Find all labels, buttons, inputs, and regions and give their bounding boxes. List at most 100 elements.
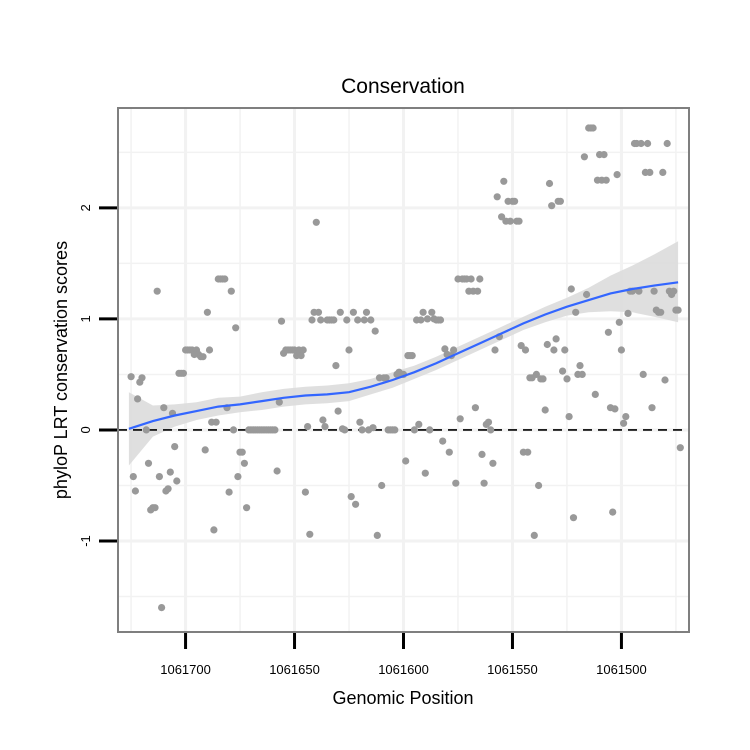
data-point — [240, 459, 248, 467]
data-point — [243, 504, 251, 512]
data-point — [273, 467, 281, 475]
y-tick-label: 2 — [78, 204, 93, 211]
data-point — [415, 420, 423, 428]
data-point — [410, 426, 418, 434]
chart-title: Conservation — [341, 75, 465, 98]
data-point — [556, 197, 565, 205]
data-point — [221, 275, 229, 283]
data-point — [271, 426, 279, 434]
data-point — [402, 457, 410, 465]
y-tick-label: 0 — [78, 426, 93, 433]
data-point — [644, 139, 652, 148]
data-point — [471, 404, 479, 412]
data-point — [131, 487, 139, 495]
data-point — [408, 352, 416, 360]
data-point — [541, 406, 549, 414]
data-point — [543, 340, 551, 349]
data-point — [439, 437, 447, 445]
data-point — [611, 405, 619, 413]
data-point — [609, 508, 617, 516]
data-point — [419, 308, 427, 316]
data-point — [613, 171, 621, 179]
data-point — [550, 346, 558, 354]
data-point — [421, 469, 429, 477]
data-point — [378, 481, 386, 490]
data-point — [127, 373, 135, 381]
data-point — [604, 328, 613, 336]
data-point — [334, 407, 342, 415]
data-point — [129, 473, 137, 481]
data-point — [521, 346, 530, 354]
data-point — [173, 477, 181, 485]
data-point — [164, 485, 172, 493]
data-point — [648, 404, 656, 412]
data-point — [336, 308, 344, 316]
data-point — [467, 275, 475, 283]
data-point — [166, 468, 174, 476]
data-point — [343, 316, 351, 324]
data-point — [297, 352, 305, 360]
data-point — [203, 308, 211, 316]
data-point — [358, 426, 366, 434]
data-point — [615, 318, 623, 326]
data-point — [498, 213, 506, 221]
y-tick-label: 1 — [78, 315, 93, 322]
data-point — [171, 443, 179, 451]
data-point — [484, 418, 493, 426]
data-point — [452, 479, 460, 487]
data-point — [352, 500, 360, 508]
data-point — [591, 390, 599, 398]
data-point — [299, 346, 307, 354]
data-point — [306, 530, 314, 538]
data-point — [199, 353, 207, 361]
data-point — [545, 179, 554, 188]
data-point — [382, 374, 390, 382]
data-point — [572, 308, 580, 316]
data-point — [578, 370, 586, 378]
data-point — [565, 413, 573, 421]
data-point — [367, 316, 375, 324]
data-point — [229, 426, 238, 434]
y-axis-label: phyloP LRT conservation scores — [51, 241, 71, 499]
data-point — [580, 153, 589, 161]
data-point — [617, 346, 626, 354]
data-point — [524, 448, 532, 456]
data-point — [134, 395, 142, 403]
data-point — [155, 473, 163, 481]
data-point — [179, 369, 187, 377]
smooth-line-layer — [128, 281, 679, 430]
data-point — [600, 151, 608, 159]
data-point — [312, 218, 320, 226]
x-tick-label: 1061550 — [487, 662, 538, 677]
data-point — [347, 493, 355, 501]
data-point — [142, 426, 150, 434]
data-point — [304, 423, 312, 431]
data-point — [158, 604, 166, 612]
data-point — [144, 459, 153, 467]
data-point — [474, 287, 482, 295]
data-point — [232, 324, 240, 332]
y-axis-ticks: -1 0 1 2 — [78, 204, 117, 547]
data-point — [371, 327, 379, 335]
data-point — [436, 316, 445, 324]
data-point — [539, 375, 547, 383]
data-point — [319, 416, 327, 424]
data-point — [530, 531, 538, 540]
data-point — [589, 124, 597, 132]
data-point — [548, 202, 556, 210]
data-point — [445, 448, 453, 456]
data-point — [201, 446, 209, 454]
x-axis-label: Genomic Position — [332, 688, 473, 708]
data-point — [657, 308, 665, 316]
data-point — [456, 415, 464, 423]
data-point — [317, 316, 325, 324]
data-point — [153, 287, 161, 295]
data-point — [637, 139, 645, 148]
data-point — [646, 168, 654, 176]
data-point — [234, 473, 242, 481]
data-point — [321, 423, 329, 431]
data-point — [506, 217, 514, 225]
data-point — [428, 308, 436, 316]
data-point — [663, 139, 671, 148]
